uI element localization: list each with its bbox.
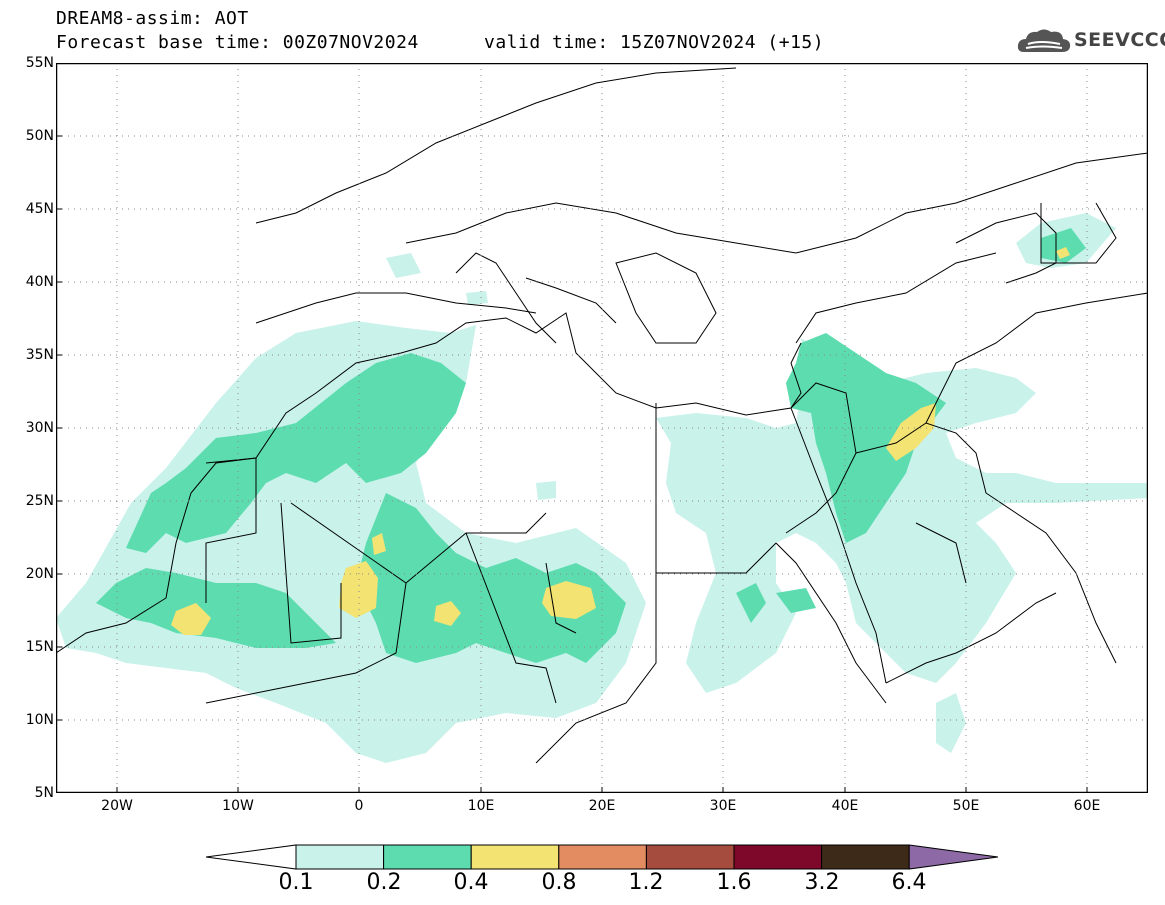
- aot-colorbar: [206, 844, 998, 870]
- colorbar-label-0.2: 0.2: [366, 870, 402, 895]
- lon-label-30e: 30E: [709, 798, 737, 814]
- lat-label-40n: 40N: [25, 274, 54, 290]
- colorbar-arrow-low: [206, 844, 297, 870]
- aot-contour-mid: [96, 228, 1086, 663]
- lon-label-20w: 20W: [101, 798, 133, 814]
- colorbar-label-3.2: 3.2: [804, 870, 840, 895]
- forecast-base-time: Forecast base time: 00Z07NOV2024: [56, 32, 419, 53]
- colorbar-bin-4: [558, 844, 647, 870]
- seevccc-logo: SEEVCCC: [1016, 26, 1165, 56]
- colorbar-label-1.2: 1.2: [628, 870, 664, 895]
- lat-label-55n: 55N: [25, 55, 54, 71]
- lat-lon-grid: [56, 63, 1148, 793]
- aot-contour-low: [56, 213, 1148, 763]
- colorbar-bin-5: [645, 844, 735, 870]
- lat-label-5n: 5N: [34, 785, 54, 801]
- map-title: DREAM8-assim: AOT: [56, 8, 249, 29]
- colorbar-bin-3: [470, 844, 560, 870]
- lon-label-10e: 10E: [467, 798, 495, 814]
- aot-contour-high: [171, 247, 1070, 635]
- colorbar-label-0.4: 0.4: [453, 870, 489, 895]
- cloud-icon: [1017, 29, 1071, 52]
- colorbar-label-0.1: 0.1: [278, 870, 314, 895]
- logo-text: SEEVCCC: [1074, 29, 1165, 51]
- lon-label-10w: 10W: [222, 798, 254, 814]
- lat-label-25n: 25N: [25, 493, 54, 509]
- lat-label-15n: 15N: [25, 639, 54, 655]
- lon-label-0: 0: [354, 798, 364, 814]
- lat-label-20n: 20N: [25, 566, 54, 582]
- lon-label-40e: 40E: [831, 798, 859, 814]
- lat-label-30n: 30N: [25, 420, 54, 436]
- lon-label-60e: 60E: [1073, 798, 1101, 814]
- lon-label-50e: 50E: [952, 798, 980, 814]
- lon-label-20e: 20E: [588, 798, 616, 814]
- lat-label-45n: 45N: [25, 201, 54, 217]
- colorbar-bin-1: [295, 844, 385, 870]
- lat-label-50n: 50N: [25, 128, 54, 144]
- coastlines-and-borders: [56, 67, 1148, 764]
- colorbar-bin-6: [733, 844, 823, 870]
- aot-map: [56, 63, 1148, 793]
- lat-label-35n: 35N: [25, 347, 54, 363]
- colorbar-label-6.4: 6.4: [891, 870, 927, 895]
- colorbar-bin-7: [821, 844, 910, 870]
- valid-time: valid time: 15Z07NOV2024 (+15): [484, 32, 825, 53]
- lat-label-10n: 10N: [25, 712, 54, 728]
- colorbar-label-0.8: 0.8: [541, 870, 577, 895]
- colorbar-bin-2: [383, 844, 472, 870]
- colorbar-label-1.6: 1.6: [716, 870, 752, 895]
- colorbar-arrow-high: [908, 844, 998, 870]
- map-frame: [56, 63, 1148, 793]
